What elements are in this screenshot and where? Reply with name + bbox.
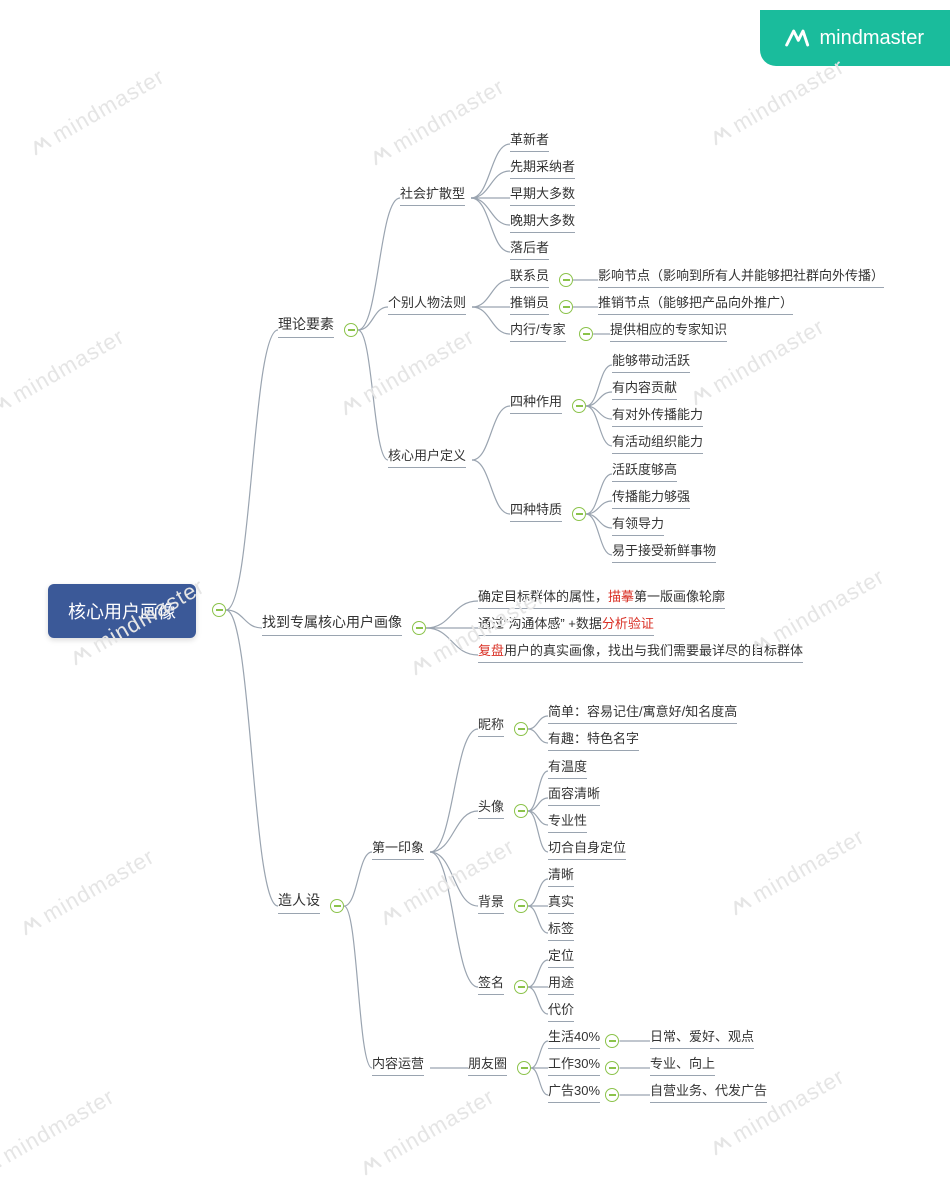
mindmap-node[interactable]: 第一印象 (372, 837, 424, 860)
mindmap-node[interactable]: 影响节点（影响到所有人并能够把社群向外传播） (598, 265, 884, 288)
mindmap-node[interactable]: 标签 (548, 918, 574, 941)
mindmap-node[interactable]: 切合自身定位 (548, 837, 626, 860)
mindmap-node[interactable]: 专业、向上 (650, 1053, 715, 1076)
mindmap-node[interactable]: 用途 (548, 972, 574, 995)
collapse-toggle-icon[interactable] (212, 603, 226, 617)
collapse-toggle-icon[interactable] (559, 273, 573, 287)
mindmap-node[interactable]: 联系员 (510, 265, 549, 288)
collapse-toggle-icon[interactable] (514, 804, 528, 818)
mindmap-node[interactable]: 晚期大多数 (510, 210, 575, 233)
collapse-toggle-icon[interactable] (514, 980, 528, 994)
mindmap-node[interactable]: 内容运营 (372, 1053, 424, 1076)
collapse-toggle-icon[interactable] (517, 1061, 531, 1075)
mindmap-node[interactable]: 确定目标群体的属性，描摹第一版画像轮廓 (478, 586, 725, 609)
mindmap-node[interactable]: 定位 (548, 945, 574, 968)
mindmap-node[interactable]: 内行/专家 (510, 319, 566, 342)
mindmap-node[interactable]: 活跃度够高 (612, 459, 677, 482)
mindmap-node[interactable]: 提供相应的专家知识 (610, 319, 727, 342)
mindmap-node[interactable]: 有对外传播能力 (612, 404, 703, 427)
mindmap-node[interactable]: 先期采纳者 (510, 156, 575, 179)
mindmap-node[interactable]: 简单：容易记住/寓意好/知名度高 (548, 701, 737, 724)
mindmap-node[interactable]: 面容清晰 (548, 783, 600, 806)
mindmap-node[interactable]: 日常、爱好、观点 (650, 1026, 754, 1049)
mindmap-node[interactable]: 革新者 (510, 129, 549, 152)
collapse-toggle-icon[interactable] (559, 300, 573, 314)
mindmap-node[interactable]: 四种特质 (510, 499, 562, 522)
mindmap-node[interactable]: 工作30% (548, 1053, 600, 1076)
collapse-toggle-icon[interactable] (344, 323, 358, 337)
mindmap-node[interactable]: 广告30% (548, 1080, 600, 1103)
brand-badge: mindmaster (760, 10, 950, 66)
collapse-toggle-icon[interactable] (330, 899, 344, 913)
mindmap-node[interactable]: 有内容贡献 (612, 377, 677, 400)
collapse-toggle-icon[interactable] (572, 507, 586, 521)
mindmap-node[interactable]: 找到专属核心用户画像 (262, 612, 402, 636)
mindmap-node[interactable]: 头像 (478, 796, 504, 819)
mindmap-node[interactable]: 早期大多数 (510, 183, 575, 206)
mindmap-node[interactable]: 推销员 (510, 292, 549, 315)
collapse-toggle-icon[interactable] (412, 621, 426, 635)
mindmap-edges (0, 0, 950, 1150)
mindmap-node[interactable]: 通过“沟通体感” +数据分析验证 (478, 613, 654, 636)
mindmap-node[interactable]: 朋友圈 (468, 1053, 507, 1076)
mindmap-node[interactable]: 易于接受新鲜事物 (612, 540, 716, 563)
mindmap-node[interactable]: 社会扩散型 (400, 183, 465, 206)
mindmap-node[interactable]: 落后者 (510, 237, 549, 260)
mindmap-node[interactable]: 背景 (478, 891, 504, 914)
collapse-toggle-icon[interactable] (514, 899, 528, 913)
mindmap-node[interactable]: 理论要素 (278, 314, 334, 338)
mindmap-node[interactable]: 签名 (478, 972, 504, 995)
mindmap-node[interactable]: 四种作用 (510, 391, 562, 414)
mindmap-node[interactable]: 复盘用户的真实画像，找出与我们需要最详尽的目标群体 (478, 640, 803, 663)
mindmap-node[interactable]: 能够带动活跃 (612, 350, 690, 373)
collapse-toggle-icon[interactable] (572, 399, 586, 413)
mindmap-node[interactable]: 真实 (548, 891, 574, 914)
mindmap-node[interactable]: 有温度 (548, 756, 587, 779)
root-node[interactable]: 核心用户画像 (48, 584, 196, 638)
brand-name: mindmaster (820, 27, 924, 50)
mindmap-node[interactable]: 推销节点（能够把产品向外推广） (598, 292, 793, 315)
mindmap-node[interactable]: 生活40% (548, 1026, 600, 1049)
mindmap-node[interactable]: 有趣：特色名字 (548, 728, 639, 751)
mindmap-node[interactable]: 昵称 (478, 714, 504, 737)
mindmap-node[interactable]: 有活动组织能力 (612, 431, 703, 454)
mindmap-node[interactable]: 造人设 (278, 890, 320, 914)
mindmap-node[interactable]: 核心用户定义 (388, 445, 466, 468)
collapse-toggle-icon[interactable] (514, 722, 528, 736)
mindmap-node[interactable]: 有领导力 (612, 513, 664, 536)
mindmap-node[interactable]: 清晰 (548, 864, 574, 887)
mindmap-node[interactable]: 自营业务、代发广告 (650, 1080, 767, 1103)
brand-logo-icon (782, 24, 810, 52)
mindmap-node[interactable]: 代价 (548, 999, 574, 1022)
mindmap-node[interactable]: 传播能力够强 (612, 486, 690, 509)
mindmap-node[interactable]: 专业性 (548, 810, 587, 833)
mindmap-node[interactable]: 个别人物法则 (388, 292, 466, 315)
